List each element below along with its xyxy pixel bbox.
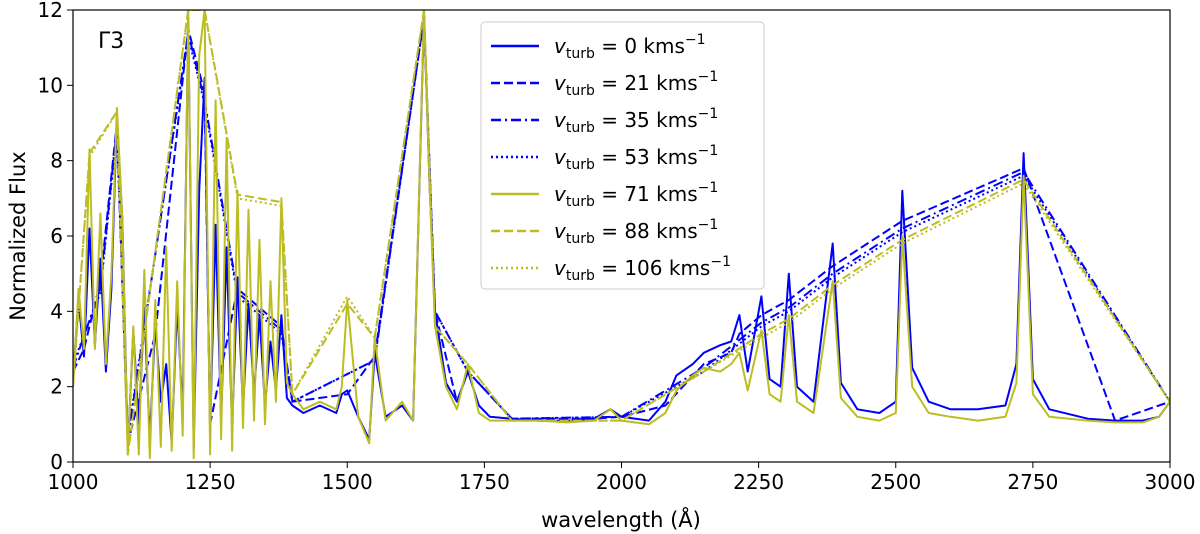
x-tick-label: 2500 xyxy=(870,470,921,494)
x-tick-label: 2750 xyxy=(1007,470,1058,494)
legend-label-5: vturb = 88 kms−1 xyxy=(554,217,718,247)
series-line-1 xyxy=(73,16,1170,445)
y-tick-label: 8 xyxy=(50,149,63,173)
legend-label-2: vturb = 35 kms−1 xyxy=(554,106,718,136)
legend-label-0: vturb = 0 kms−1 xyxy=(554,32,706,62)
x-tick-label: 2250 xyxy=(733,470,784,494)
y-axis-label: Normalized Flux xyxy=(6,151,30,320)
y-tick-label: 6 xyxy=(50,224,63,248)
series-line-4 xyxy=(73,10,1170,460)
legend-label-6: vturb = 106 kms−1 xyxy=(554,254,731,284)
series-line-6 xyxy=(73,10,1170,456)
x-axis-label: wavelength (Å) xyxy=(541,506,701,532)
x-tick-label: 1000 xyxy=(48,470,99,494)
series-line-0 xyxy=(73,12,1170,452)
legend-label-4: vturb = 71 kms−1 xyxy=(554,180,718,210)
legend: vturb = 0 kms−1 vturb = 21 kms−1 vturb = 3… xyxy=(480,21,765,290)
y-tick-label: 0 xyxy=(50,450,63,474)
y-tick-label: 12 xyxy=(38,0,63,22)
legend-frame xyxy=(480,21,765,290)
series-layer xyxy=(73,10,1170,460)
x-axis: 1000 1250 1500 1750 2000 2250 2500 2750 3000 xyxy=(48,462,1196,494)
y-tick-label: 4 xyxy=(50,299,63,323)
x-tick-label: 1250 xyxy=(185,470,236,494)
x-tick-label: 1750 xyxy=(459,470,510,494)
y-axis: 0 2 4 6 8 10 12 xyxy=(38,0,73,474)
x-tick-label: 2000 xyxy=(596,470,647,494)
legend-label-1: vturb = 21 kms−1 xyxy=(554,69,718,99)
x-tick-label: 3000 xyxy=(1145,470,1196,494)
y-tick-label: 10 xyxy=(38,73,63,97)
legend-label-3: vturb = 53 kms−1 xyxy=(554,143,718,173)
panel-label: Γ3 xyxy=(98,29,124,54)
x-tick-label: 1500 xyxy=(322,470,373,494)
y-tick-label: 2 xyxy=(50,375,63,399)
